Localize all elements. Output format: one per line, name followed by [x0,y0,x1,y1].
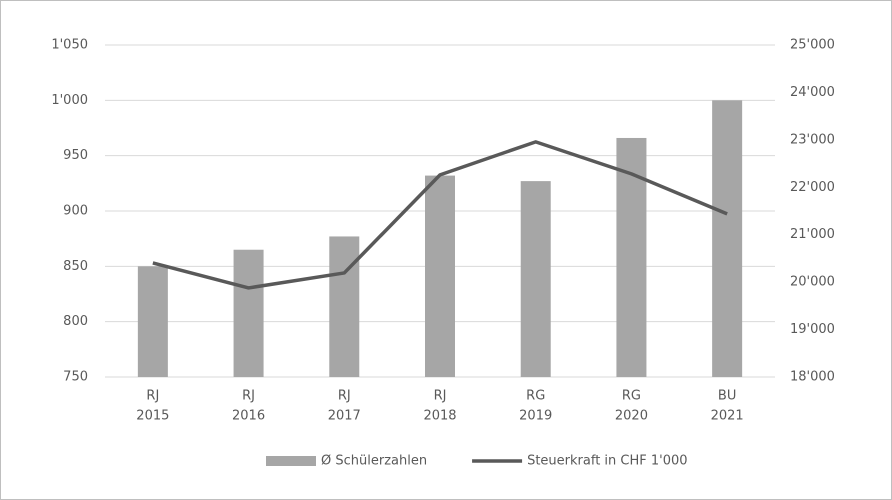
x-tick-label: RG [526,389,545,404]
y2-tick-label: 18'000 [790,370,835,385]
y-tick-label: 1'050 [51,38,88,53]
y-tick-label: 800 [63,314,88,329]
line [152,140,728,290]
legend-label: Steuerkraft in CHF 1'000 [527,454,687,469]
x-tick-label: RG [622,389,641,404]
y2-tick-label: 23'000 [790,132,835,147]
y-tick-label: 750 [63,370,88,385]
x-tick-label: 2017 [328,409,361,424]
legend-swatch [266,456,316,466]
x-tick-label: RJ [338,389,351,404]
bar [137,266,168,377]
x-tick-label: 2021 [711,409,744,424]
y2-tick-label: 22'000 [790,180,835,195]
x-tick-label: RJ [242,389,255,404]
bar [425,175,455,377]
bar [520,181,551,377]
bar [233,249,264,377]
y-tick-label: 950 [63,148,88,163]
x-tick-label: 2018 [423,409,456,424]
x-tick-label: 2016 [232,409,265,424]
x-tick-label: RJ [146,389,159,404]
y-tick-label: 1'000 [51,93,88,108]
y2-tick-label: 19'000 [790,322,835,337]
y2-tick-label: 25'000 [790,38,835,53]
legend-label: Ø Schülerzahlen [321,454,427,469]
x-tick-label: 2015 [136,409,169,424]
bar [712,100,743,377]
x-tick-label: 2019 [519,409,552,424]
bar [329,236,360,377]
x-tick-label: RJ [434,389,447,404]
y-tick-label: 850 [63,259,88,274]
y2-tick-label: 20'000 [790,275,835,290]
y2-tick-label: 24'000 [790,85,835,100]
x-tick-label: 2020 [615,409,648,424]
y-tick-label: 900 [63,204,88,219]
x-tick-label: BU [718,389,736,404]
y2-tick-label: 21'000 [790,227,835,242]
